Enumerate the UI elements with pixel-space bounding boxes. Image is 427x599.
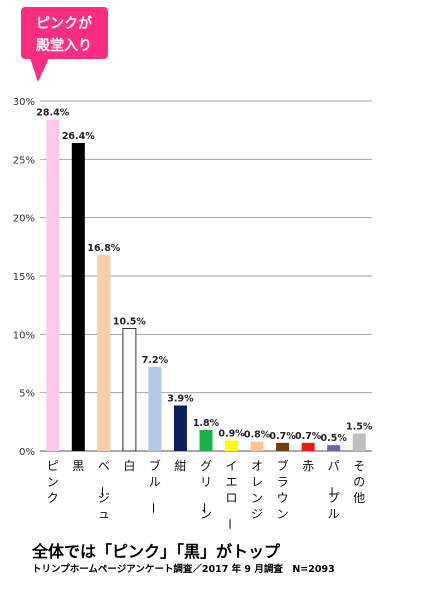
bar [46, 119, 60, 452]
callout-badge: ピンクが 殿堂入り [21, 7, 108, 82]
value-label: 1.8% [193, 418, 220, 429]
value-label: 0.7% [295, 431, 322, 442]
gridlines [40, 100, 372, 452]
bar [122, 328, 137, 452]
value-label: 3.9% [167, 394, 194, 405]
bar [276, 442, 290, 451]
category-label: オレンジ [251, 459, 263, 521]
y-axis: 0% 5% 10% 15% 20% 25% 30% [13, 97, 35, 458]
value-label: 28.4% [36, 108, 69, 119]
bar [225, 440, 239, 451]
category-label: その他 [353, 459, 365, 505]
value-label: 26.4% [62, 131, 95, 142]
bar [148, 367, 162, 451]
survey-source: トリンプホームページアンケート調査／2017 年 9 月調査 N=2093 [32, 564, 335, 575]
bar [97, 255, 111, 451]
y-tick-label: 10% [13, 330, 35, 341]
category-label: 白 [123, 458, 135, 473]
callout-box [21, 7, 108, 59]
bar [71, 143, 85, 451]
value-label: 10.5% [113, 317, 146, 328]
bars [46, 119, 366, 452]
bar [352, 433, 366, 451]
category-label: 黒 [72, 459, 84, 473]
y-tick-label: 5% [19, 389, 35, 400]
value-label: 0.8% [244, 430, 271, 441]
category-label: ベージュ [95, 459, 110, 521]
category-label: 赤 [302, 459, 314, 473]
value-label: 16.8% [87, 243, 120, 254]
value-labels: 28.4% 26.4% 16.8% 10.5% 7.2% 3.9% 1.8%0.9% 0.8%… [36, 108, 373, 444]
bar-chart: ピンクが 殿堂入り 0% 5% 10% 15% 20% 25% 30% 28.4% 26.4%… [13, 7, 373, 530]
category-label: 紺 [174, 458, 186, 473]
chart-caption: 全体では「ピンク」「黒」がトップ [32, 542, 281, 561]
y-tick-label: 30% [13, 97, 35, 108]
y-tick-label: 20% [13, 214, 35, 225]
value-label: 0.5% [321, 433, 348, 444]
callout-line1: ピンクが [36, 15, 93, 32]
value-label: 7.2% [142, 355, 169, 366]
bar [250, 441, 264, 451]
callout-pointer [30, 58, 49, 82]
y-tick-label: 25% [13, 155, 35, 166]
value-label: 0.7% [269, 431, 296, 442]
bar [327, 445, 341, 451]
y-tick-label: 15% [13, 272, 35, 283]
bar [301, 442, 315, 451]
bar [173, 405, 187, 451]
category-label: ブラウン [277, 458, 289, 521]
bar [199, 430, 213, 451]
category-label: グリーン [197, 459, 212, 521]
y-tick-label: 0% [19, 447, 35, 458]
value-label: 1.5% [346, 422, 373, 433]
value-label: 0.9% [218, 429, 245, 440]
category-label: パープル [325, 459, 340, 521]
category-label: イエロー [223, 459, 238, 530]
category-label: ブルー [146, 458, 161, 514]
callout-line2: 殿堂入り [35, 37, 92, 54]
category-label: ピンク [47, 459, 59, 505]
